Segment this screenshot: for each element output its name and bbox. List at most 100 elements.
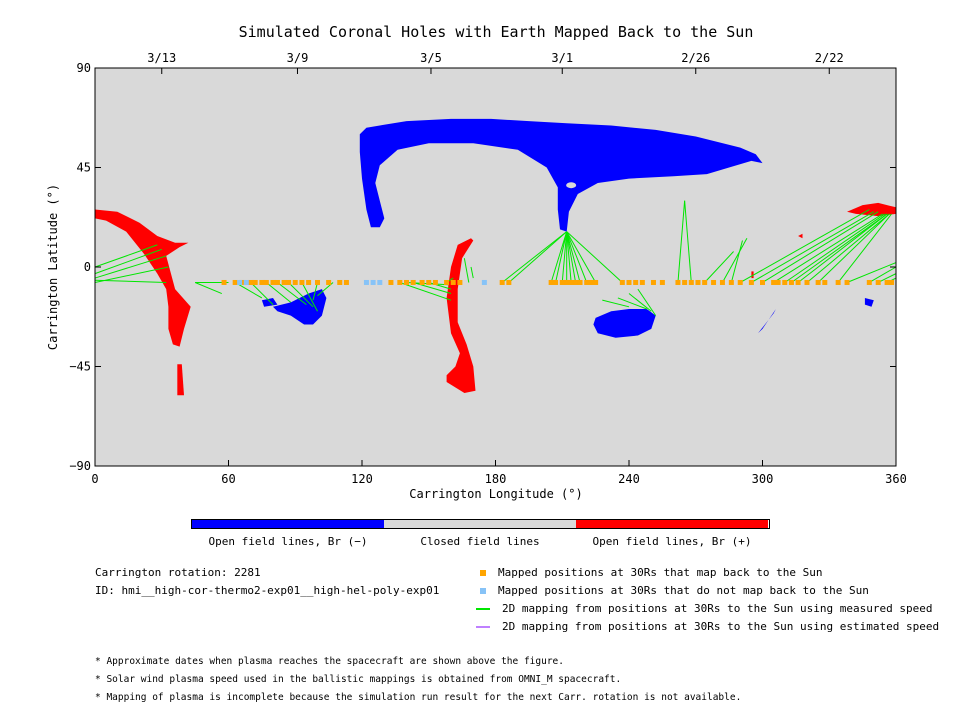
coronal-hole-positive-7 (177, 364, 184, 396)
axes: 0 60 120 180 240 300 360 −90 −45 0 45 90 3/13 3/9 3/5 3… (69, 51, 907, 486)
x-tick-label: 240 (618, 472, 640, 486)
y-tick-label: 90 (77, 61, 91, 75)
y-tick-label: −90 (69, 459, 91, 473)
mapped-position (281, 279, 287, 285)
mapped-position (584, 279, 590, 285)
mapping-line (94, 266, 169, 283)
mapping-line (837, 213, 892, 283)
mapping-line (463, 258, 470, 283)
mapping-line (94, 248, 162, 275)
mapped-position (702, 279, 708, 285)
x-tick-label: 0 (91, 472, 98, 486)
mapping-line (566, 231, 597, 283)
mapped-position (650, 279, 656, 285)
mapped-position (306, 279, 312, 285)
mapped-position (343, 279, 349, 285)
mapping-line (94, 255, 167, 279)
coronal-hole-negative-0 (359, 118, 763, 232)
legend-estimated: 2D mapping from positions at 30Rs to the… (476, 620, 939, 633)
mapping-line (250, 282, 274, 305)
mapping-line (637, 288, 657, 316)
unmapped-square-marker (480, 587, 486, 594)
mapped-position (875, 279, 881, 285)
hole-gap (519, 171, 544, 182)
coronal-hole-negative-5 (864, 298, 874, 307)
mapped-position (884, 279, 890, 285)
mapping-line (846, 262, 897, 283)
legend-unmapped: Mapped positions at 30Rs that do not map… (480, 584, 869, 597)
colorbar-label-negative: Open field lines, Br (−) (208, 535, 368, 548)
coronal-hole-negative-3 (593, 309, 656, 338)
carrington-rotation: Carrington rotation: 2281 (95, 566, 261, 579)
mapping-line (555, 231, 568, 283)
mapped-position (404, 279, 409, 285)
mapped-position (553, 279, 559, 285)
note-incomplete: * Mapping of plasma is incomplete becaus… (95, 692, 742, 703)
mapping-line (470, 266, 474, 279)
mapping-line (730, 240, 743, 283)
mapped-position (232, 279, 238, 285)
mapping-line (301, 282, 318, 312)
legend-measured: 2D mapping from positions at 30Rs to the… (476, 602, 932, 615)
mapped-position (337, 279, 343, 285)
measured-line-marker (476, 607, 490, 610)
mapping-line (413, 281, 452, 295)
mapping-line (877, 273, 897, 283)
mapped-position (782, 279, 788, 285)
mapping-line (312, 282, 318, 301)
mapping-line (740, 209, 870, 283)
mapping-line (566, 231, 623, 283)
y-tick-label: 45 (77, 161, 91, 175)
y-axis-label: Carrington Latitude (°) (46, 184, 60, 350)
mapped-position (889, 279, 895, 285)
mapped-position (775, 279, 781, 285)
mapping-line (266, 282, 292, 303)
mapped-position (292, 279, 298, 285)
mapped-position (426, 279, 432, 285)
coronal-hole-negative-2 (261, 298, 278, 307)
mapping-line (508, 231, 568, 283)
mapped-position (659, 279, 665, 285)
date-tick-label: 3/9 (287, 51, 309, 65)
mapped-position (688, 279, 694, 285)
mapped-position (548, 279, 554, 285)
mapped-position (804, 279, 810, 285)
mapped-position (259, 279, 265, 285)
date-tick-label: 3/5 (420, 51, 442, 65)
mapped-position (795, 279, 801, 285)
mapping-line (751, 211, 875, 283)
mapped-position (682, 279, 688, 285)
note-wind-speed: * Solar wind plasma speed used in the ba… (95, 674, 622, 685)
mapped-position (568, 279, 574, 285)
mapping-line (194, 282, 223, 294)
x-tick-label: 180 (485, 472, 507, 486)
mapped-positions (221, 279, 895, 285)
mapping-line (561, 231, 568, 283)
mapped-position (221, 279, 227, 285)
mapping-line (234, 282, 263, 299)
mapping-line (550, 231, 568, 283)
mapped-position (564, 279, 570, 285)
mapping-line (817, 213, 890, 283)
mapping-line (288, 282, 314, 308)
mapped-position (326, 279, 332, 285)
mapped-position (844, 279, 850, 285)
mapped-position (388, 279, 394, 285)
coronal-hole-negative-1 (273, 289, 327, 325)
estimated-line-marker (476, 625, 490, 628)
mapped-position (397, 279, 403, 285)
mapping-line (501, 231, 568, 283)
mapped-position (626, 279, 632, 285)
mapped-position (728, 279, 734, 285)
mapped-position (577, 279, 583, 285)
legend-mapped: Mapped positions at 30Rs that map back t… (480, 566, 823, 579)
x-axis-label: Carrington Longitude (°) (409, 487, 582, 501)
mapping-line (704, 251, 734, 283)
legend-estimated-label: 2D mapping from positions at 30Rs to the… (502, 620, 940, 633)
legend-measured-label: 2D mapping from positions at 30Rs to the… (502, 602, 933, 615)
hole-gap (493, 168, 506, 175)
mapped-position (633, 279, 639, 285)
mapped-position (573, 279, 579, 285)
coronal-hole-positive-6 (95, 209, 191, 347)
mapped-position (748, 279, 754, 285)
